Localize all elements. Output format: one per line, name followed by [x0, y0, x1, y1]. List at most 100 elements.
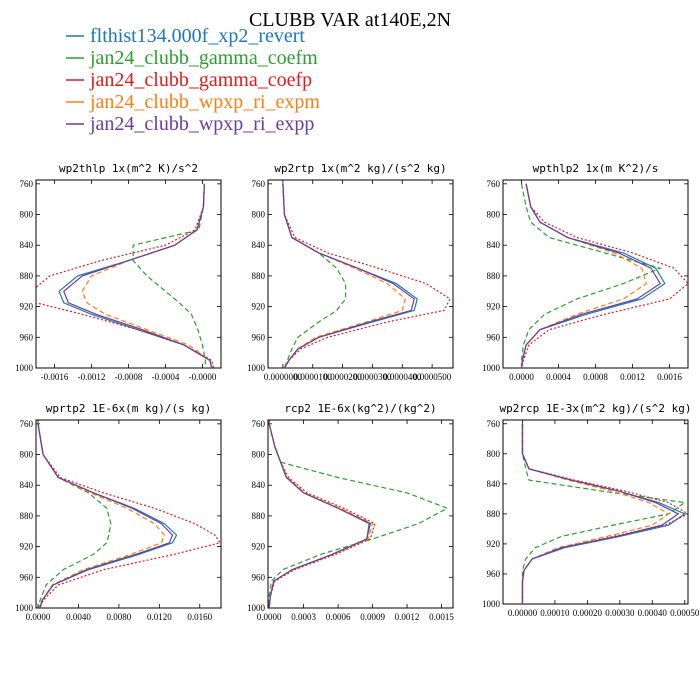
x-tick-label: -0.0012	[78, 372, 106, 382]
plot-frame	[502, 419, 689, 605]
series-line-4	[521, 423, 670, 604]
y-tick-label: 960	[252, 572, 266, 582]
panels: wp2thlp 1x(m^2 K)/s^2 760 800 840 880 920 960 1…	[15, 162, 700, 622]
panel-6: wp2rcp 1E-3x(m^2 kg)/(s^2 kg) 760 800 840 88…	[482, 402, 700, 618]
series-line-4	[268, 423, 374, 608]
series-line-3	[268, 423, 376, 608]
y-tick-label: 880	[20, 511, 34, 521]
x-tick-label: 0.0000000	[264, 372, 303, 382]
x-tick-label: 0.00050	[670, 608, 700, 618]
x-tick-label: -0.0008	[115, 372, 143, 382]
y-tick-label: 880	[252, 271, 266, 281]
x-tick-label: 0.0000200	[323, 372, 362, 382]
series-line-5	[520, 183, 662, 368]
series-group	[521, 423, 688, 604]
series-line-5	[63, 183, 213, 368]
panel-title: wpthlp2 1x(m K^2)/s	[533, 162, 659, 175]
y-tick-label: 1000	[482, 599, 501, 609]
series-group	[36, 183, 215, 368]
x-tick-label: 0.0000	[509, 372, 534, 382]
series-group	[268, 423, 449, 608]
y-tick-label: 760	[487, 179, 501, 189]
panel-title: wp2thlp 1x(m^2 K)/s^2	[59, 162, 198, 175]
figure-title: CLUBB VAR at140E,2N	[249, 9, 451, 31]
y-tick-label: 960	[20, 332, 34, 342]
legend: flthist134.000f_xp2_revertjan24_clubb_ga…	[66, 25, 320, 135]
y-tick-label: 880	[20, 271, 34, 281]
y-tick-label: 880	[487, 509, 501, 519]
x-tick-label: 0.0012	[620, 372, 645, 382]
x-tick-label: 0.0003	[291, 612, 316, 622]
series-group	[37, 423, 221, 608]
x-tick-label: 0.0000400	[383, 372, 422, 382]
series-line-3	[521, 423, 688, 604]
y-tick-label: 920	[487, 539, 501, 549]
legend-label: jan24_clubb_wpxp_ri_expm	[89, 91, 320, 113]
x-tick-label: 0.00000	[508, 608, 538, 618]
plot-frame	[35, 179, 222, 369]
panel-3: wpthlp2 1x(m K^2)/s 760 800 840 880 920 960 100…	[482, 162, 689, 382]
y-tick-label: 800	[252, 450, 266, 460]
x-tick-label: 0.0012	[395, 612, 420, 622]
x-tick-label: 0.0015	[429, 612, 454, 622]
x-tick-label: 0.00010	[540, 608, 570, 618]
y-tick-label: 1000	[15, 603, 34, 613]
panel-1: wp2thlp 1x(m^2 K)/s^2 760 800 840 880 920 960 1…	[15, 162, 222, 382]
y-tick-label: 1000	[247, 603, 266, 613]
x-tick-label: 0.0008	[583, 372, 608, 382]
series-line-5	[37, 423, 174, 608]
y-tick-label: 760	[252, 179, 266, 189]
x-tick-label: 0.00030	[605, 608, 635, 618]
y-tick-label: 840	[20, 480, 34, 490]
series-line-3	[37, 423, 221, 608]
x-tick-label: -0.0000	[189, 372, 217, 382]
series-line-2	[37, 423, 112, 608]
y-tick-label: 760	[20, 179, 34, 189]
y-tick-label: 800	[487, 210, 501, 220]
y-tick-label: 1000	[247, 363, 266, 373]
x-tick-label: 0.00020	[573, 608, 603, 618]
y-tick-label: 1000	[482, 363, 501, 373]
x-tick-label: 0.0000100	[294, 372, 333, 382]
x-tick-label: 0.0120	[147, 612, 172, 622]
y-tick-label: 840	[487, 240, 501, 250]
y-tick-label: 840	[487, 479, 501, 489]
series-line-3	[36, 183, 215, 368]
series-line-4	[520, 183, 648, 368]
series-line-4	[81, 183, 213, 368]
y-tick-label: 920	[20, 302, 34, 312]
panel-title: wprtp2 1E-6x(m kg)/(s kg)	[46, 402, 212, 415]
series-line-3	[282, 183, 451, 368]
x-tick-label: 0.0000	[26, 612, 51, 622]
y-tick-label: 920	[252, 542, 266, 552]
x-tick-label: 0.0004	[546, 372, 571, 382]
plot-frame	[267, 419, 454, 609]
y-tick-label: 760	[487, 419, 501, 429]
panel-title: rcp2 1E-6x(kg^2)/(kg^2)	[284, 402, 436, 415]
y-tick-label: 760	[252, 419, 266, 429]
series-group	[520, 183, 688, 368]
series-line-5	[268, 423, 371, 608]
y-tick-label: 840	[20, 240, 34, 250]
x-tick-label: 0.0000300	[353, 372, 392, 382]
panel-2: wp2rtp 1x(m^2 kg)/(s^2 kg) 760 800 840 880 92…	[247, 162, 454, 382]
series-line-1	[37, 423, 178, 608]
y-tick-label: 920	[20, 542, 34, 552]
series-line-1	[521, 423, 686, 604]
plot-frame	[35, 419, 222, 609]
x-tick-label: -0.0004	[152, 372, 180, 382]
panel-4: wprtp2 1E-6x(m kg)/(s kg) 760 800 840 880 920…	[15, 402, 222, 622]
y-tick-label: 960	[487, 569, 501, 579]
x-tick-label: 0.00040	[638, 608, 668, 618]
series-line-1	[282, 183, 418, 368]
series-line-2	[132, 183, 206, 368]
y-tick-label: 920	[487, 302, 501, 312]
y-tick-label: 1000	[15, 363, 34, 373]
series-line-4	[282, 183, 406, 368]
y-tick-label: 960	[252, 332, 266, 342]
y-tick-label: 840	[252, 480, 266, 490]
legend-label: jan24_clubb_wpxp_ri_expp	[89, 113, 314, 135]
y-tick-label: 840	[252, 240, 266, 250]
series-group	[282, 183, 451, 368]
